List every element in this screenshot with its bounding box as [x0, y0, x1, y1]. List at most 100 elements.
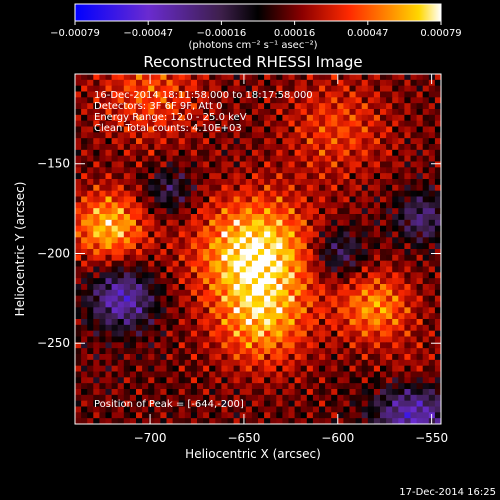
heatmap-cell — [190, 202, 198, 209]
heatmap-cell — [178, 184, 186, 192]
heatmap-cell — [373, 103, 381, 110]
heatmap-cell — [190, 266, 198, 273]
heatmap-cell — [264, 132, 271, 139]
heatmap-cell — [331, 132, 338, 139]
heatmap-cell — [166, 208, 174, 215]
heatmap-cell — [239, 301, 247, 308]
heatmap-cell — [276, 348, 283, 355]
heatmap-cell — [337, 144, 344, 151]
heatmap-cell — [160, 237, 168, 244]
heatmap-cell — [190, 190, 198, 198]
heatmap-cell — [123, 91, 131, 98]
heatmap-cell — [178, 173, 186, 180]
heatmap-cell — [239, 319, 247, 326]
heatmap-cell — [111, 173, 119, 180]
heatmap-cell — [355, 394, 363, 402]
heatmap-cell — [392, 254, 399, 262]
heatmap-cell — [392, 144, 399, 151]
heatmap-cell — [172, 74, 180, 81]
heatmap-cell — [349, 324, 357, 332]
heatmap-cell — [129, 184, 137, 192]
heatmap-cell — [428, 301, 436, 308]
heatmap-cell — [294, 184, 302, 192]
heatmap-cell — [209, 138, 216, 145]
heatmap-cell — [105, 109, 113, 116]
heatmap-cell — [123, 202, 131, 209]
heatmap-cell — [227, 231, 235, 238]
heatmap-cell — [422, 336, 430, 343]
heatmap-cell — [349, 301, 357, 308]
heatmap-cell — [343, 103, 351, 110]
heatmap-cell — [264, 109, 271, 116]
heatmap-cell — [227, 260, 235, 268]
heatmap-cell — [325, 284, 332, 291]
heatmap-cell — [117, 319, 125, 326]
heatmap-cell — [99, 406, 107, 413]
heatmap-cell — [416, 190, 424, 198]
heatmap-cell — [325, 208, 332, 215]
heatmap-cell — [361, 272, 369, 279]
heatmap-cell — [294, 114, 302, 122]
heatmap-cell — [117, 132, 125, 139]
heatmap-cell — [251, 272, 259, 279]
heatmap-cell — [325, 114, 332, 122]
heatmap-cell — [422, 354, 430, 361]
heatmap-cell — [422, 342, 430, 349]
heatmap-cell — [81, 418, 88, 424]
heatmap-cell — [93, 109, 100, 116]
heatmap-cell — [258, 79, 265, 87]
heatmap-cell — [361, 196, 369, 203]
heatmap-cell — [373, 225, 381, 233]
heatmap-cell — [239, 179, 247, 186]
heatmap-cell — [380, 371, 387, 378]
heatmap-cell — [349, 144, 357, 151]
heatmap-cell — [136, 377, 143, 384]
heatmap-cell — [99, 109, 107, 116]
heatmap-cell — [270, 254, 277, 262]
heatmap-cell — [434, 149, 441, 157]
heatmap-cell — [245, 231, 253, 238]
heatmap-cell — [160, 184, 168, 192]
heatmap-cell — [264, 184, 271, 192]
heatmap-cell — [99, 161, 107, 168]
heatmap-cell — [93, 225, 100, 233]
heatmap-cell — [203, 365, 210, 373]
heatmap-cell — [343, 196, 351, 203]
heatmap-cell — [264, 254, 271, 262]
heatmap-cell — [117, 196, 125, 203]
heatmap-cell — [325, 254, 332, 262]
heatmap-cell — [300, 243, 308, 250]
heatmap-cell — [239, 155, 247, 163]
heatmap-cell — [355, 406, 363, 413]
heatmap-cell — [239, 120, 247, 128]
heatmap-cell — [288, 394, 296, 402]
heatmap-cell — [434, 196, 441, 203]
heatmap-cell — [160, 254, 168, 262]
heatmap-cell — [136, 301, 143, 308]
heatmap-cell — [154, 103, 161, 110]
heatmap-cell — [434, 266, 441, 273]
heatmap-cell — [422, 161, 430, 168]
heatmap-cell — [148, 155, 155, 163]
heatmap-cell — [203, 103, 210, 110]
heatmap-cell — [355, 359, 363, 367]
heatmap-cell — [380, 243, 387, 250]
heatmap-cell — [422, 196, 430, 203]
heatmap-cell — [349, 132, 357, 139]
heatmap-cell — [245, 120, 253, 128]
heatmap-cell — [355, 260, 363, 268]
heatmap-cell — [245, 179, 253, 186]
heatmap-cell — [75, 342, 82, 349]
heatmap-cell — [215, 231, 222, 238]
heatmap-cell — [117, 377, 125, 384]
heatmap-cell — [367, 202, 375, 209]
heatmap-cell — [288, 126, 296, 133]
heatmap-cell — [404, 371, 412, 378]
heatmap-cell — [325, 144, 332, 151]
heatmap-cell — [319, 161, 326, 168]
heatmap-cell — [355, 214, 363, 221]
heatmap-cell — [337, 295, 344, 303]
heatmap-cell — [184, 132, 192, 139]
heatmap-cell — [178, 359, 186, 367]
heatmap-cell — [81, 266, 88, 273]
